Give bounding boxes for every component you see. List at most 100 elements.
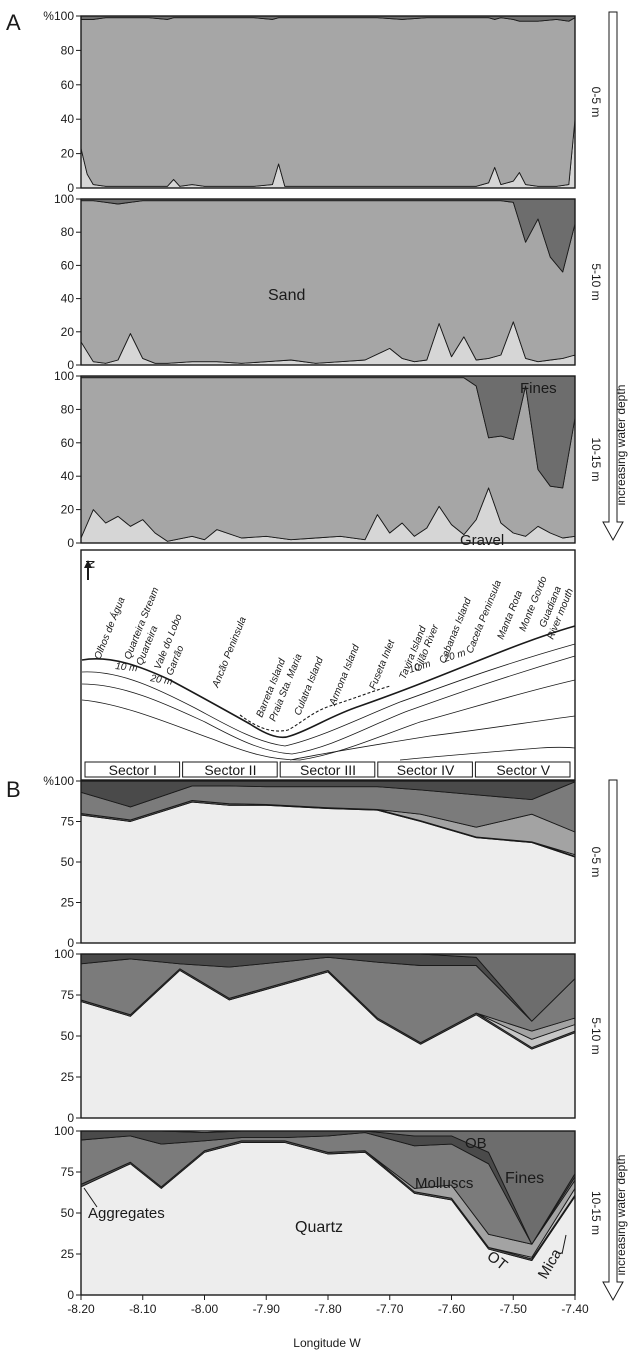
y-tick-label: 40: [61, 469, 75, 483]
y-tick-label: 0: [67, 1111, 74, 1125]
y-tick-label: 25: [61, 1070, 75, 1084]
y-tick-label: 25: [61, 1247, 75, 1261]
y-tick-label: 60: [61, 78, 75, 92]
y-tick-label: 100: [54, 192, 74, 206]
sector-box: [377, 761, 473, 778]
sand-label: Sand: [268, 287, 305, 304]
panel-b-charts: %100 75 50 25 0 0-5 m 100 75 50 25 0 5-10 m 100 75 50 2…: [43, 774, 603, 1316]
depth-label: 10-15 m: [589, 1191, 603, 1235]
isobath-label: 10 m: [115, 661, 138, 674]
x-tick-label: -7.70: [376, 1302, 404, 1316]
sector-box: [182, 761, 278, 778]
depth-arrow-label: increasing water depth: [614, 385, 628, 506]
y-tick-label: 50: [61, 1206, 75, 1220]
coastline: [81, 625, 576, 739]
x-tick-label: -8.20: [67, 1302, 95, 1316]
y-tick-label: 100: [54, 369, 74, 383]
annotations: Sand Fines Gravel OB Fines Molluscs Aggregates…: [83, 287, 567, 1282]
chart-b-0-5m: %100 75 50 25 0 0-5 m: [43, 774, 603, 950]
depth-label: 10-15 m: [589, 437, 603, 481]
isobath: [81, 679, 576, 761]
y-tick-label: 20: [61, 147, 75, 161]
y-tick-label: 20: [61, 325, 75, 339]
isobath-label: 20 m: [148, 673, 173, 688]
mica-leader: [561, 1234, 567, 1255]
y-tick-label: 20: [61, 503, 75, 517]
y-tick-label: 75: [61, 815, 75, 829]
plot-frame: [80, 198, 576, 366]
x-axis-label: Longitude W: [293, 1336, 361, 1350]
sector-label: Sector V: [496, 762, 550, 778]
y-tick-label: 80: [61, 402, 75, 416]
x-tick-label: -8.00: [191, 1302, 219, 1316]
x-tick-label: -7.40: [561, 1302, 589, 1316]
isobath: [81, 655, 576, 755]
aggregates-leader: [83, 1187, 98, 1208]
isobath: [399, 746, 576, 761]
panel-a-charts: %100 80 60 40 20 0 0-5 m 100 80 60 40 20 0 5-10 m 100 8…: [43, 9, 603, 550]
plot-frame: [80, 375, 576, 544]
chart-b-5-10m: 100 75 50 25 0 5-10 m: [54, 947, 603, 1125]
x-tick-label: -8.10: [129, 1302, 157, 1316]
y-tick-label: %100: [43, 774, 74, 788]
y-tick-label: 50: [61, 1029, 75, 1043]
chart-a-5-10m: 100 80 60 40 20 0 5-10 m: [54, 192, 603, 372]
x-tick-label: -7.50: [500, 1302, 528, 1316]
fines-b-label: Fines: [505, 1170, 544, 1187]
sector-box: [84, 761, 181, 778]
depth-label: 0-5 m: [589, 847, 603, 878]
plot-frame: [80, 15, 576, 189]
y-tick-label: 75: [61, 1165, 75, 1179]
ob-label: OB: [465, 1135, 487, 1152]
y-tick-label: 100: [54, 947, 74, 961]
fines-label: Fines: [520, 380, 557, 397]
x-tick-label: -7.80: [314, 1302, 342, 1316]
isobath: [81, 643, 576, 747]
y-tick-label: 0: [67, 536, 74, 550]
depth-label: 5-10 m: [589, 263, 603, 300]
y-tick-label: 40: [61, 112, 75, 126]
x-tick-label: -7.90: [253, 1302, 281, 1316]
y-tick-label: 60: [61, 436, 75, 450]
depth-arrow: [602, 11, 624, 542]
y-tick-label: 80: [61, 43, 75, 57]
gravel-label: Gravel: [460, 532, 504, 549]
depth-label: 0-5 m: [589, 87, 603, 118]
chart-a-10-15m: 100 80 60 40 20 0 10-15 m: [54, 369, 603, 550]
map-frame: [80, 549, 576, 781]
depth-arrows: increasing water depth increasing water d…: [602, 11, 628, 1302]
area-sand: [80, 17, 576, 187]
depth-arrow: [602, 779, 624, 1302]
area-sand: [80, 200, 576, 364]
y-tick-label: 60: [61, 258, 75, 272]
sector-label: Sector IV: [397, 762, 455, 778]
x-tick-label: -7.60: [438, 1302, 466, 1316]
y-tick-label: 0: [67, 1288, 74, 1302]
panel-a-label: A: [6, 10, 21, 35]
y-tick-label: 40: [61, 292, 75, 306]
y-tick-label: 0: [67, 936, 74, 950]
aggregates-label: Aggregates: [88, 1205, 165, 1222]
molluscs-label: Molluscs: [415, 1175, 473, 1192]
north-arrowhead: [84, 560, 92, 568]
chart-a-0-5m: %100 80 60 40 20 0 0-5 m: [43, 9, 603, 195]
chart-b-10-15m: 100 75 50 25 0 10-15 m -8.20 -8.10 -8.00 -7.90 -7.…: [54, 1124, 603, 1316]
y-tick-label: 80: [61, 225, 75, 239]
isobath: [289, 715, 576, 761]
y-tick-label: 75: [61, 988, 75, 1002]
y-tick-label: %100: [43, 9, 74, 23]
sector-label: Sector II: [204, 762, 256, 778]
barrier-islands: [239, 685, 391, 732]
panel-b-label: B: [6, 777, 21, 802]
north-label: N: [83, 560, 97, 569]
quartz-label: Quartz: [295, 1219, 343, 1236]
y-tick-label: 0: [67, 181, 74, 195]
sector-label: Sector III: [300, 762, 356, 778]
y-tick-label: 100: [54, 1124, 74, 1138]
depth-label: 5-10 m: [589, 1017, 603, 1054]
sector-box: [279, 761, 376, 778]
sector-label: Sector I: [109, 762, 157, 778]
depth-arrow-label: increasing water depth: [614, 1155, 628, 1276]
